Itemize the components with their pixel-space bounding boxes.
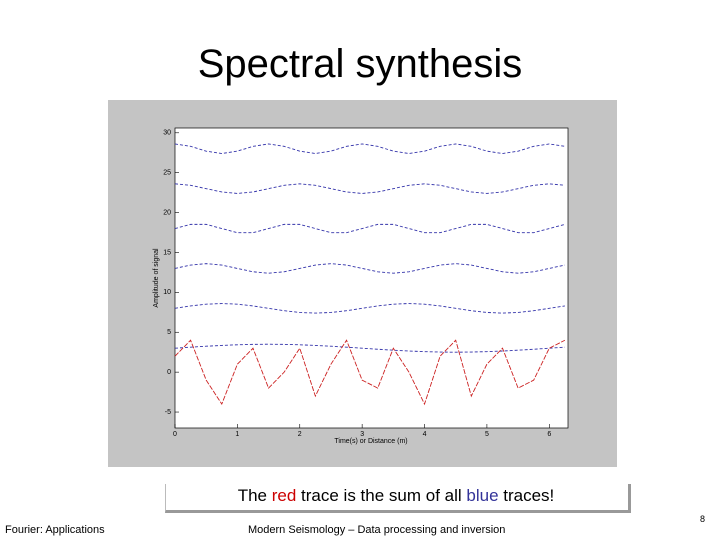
page-number: 8 bbox=[700, 514, 706, 524]
x-tick-label: 3 bbox=[360, 431, 364, 438]
footer-left: Fourier: Applications bbox=[5, 524, 105, 536]
x-tick-label: 5 bbox=[485, 431, 489, 438]
caption: The red trace is the sum of all blue tra… bbox=[165, 486, 627, 506]
x-tick-label: 6 bbox=[547, 431, 551, 438]
y-tick-label: 25 bbox=[163, 170, 171, 177]
caption-box bbox=[165, 484, 631, 513]
caption-part: trace is the sum of all bbox=[296, 486, 467, 505]
footer-center: Modern Seismology – Data processing and … bbox=[248, 524, 506, 536]
trace bbox=[174, 223, 565, 234]
x-axis-title: Time(s) or Distance (m) bbox=[334, 438, 407, 445]
y-tick-label: -5 bbox=[165, 409, 171, 416]
trace bbox=[174, 303, 565, 314]
y-tick-label: 5 bbox=[167, 329, 171, 336]
caption-part: traces! bbox=[498, 486, 555, 505]
y-tick-label: 30 bbox=[163, 130, 171, 137]
y-tick-label: 10 bbox=[163, 289, 171, 296]
trace bbox=[174, 143, 565, 154]
caption-part: blue bbox=[466, 486, 499, 505]
trace bbox=[174, 263, 565, 274]
plot-area bbox=[174, 127, 569, 429]
x-tick-label: 0 bbox=[173, 431, 177, 438]
x-tick-label: 1 bbox=[235, 431, 239, 438]
x-tick-label: 2 bbox=[298, 431, 302, 438]
slide-title: Spectral synthesis bbox=[197, 42, 523, 86]
y-tick-label: 20 bbox=[163, 209, 171, 216]
trace bbox=[174, 339, 566, 406]
y-axis-title: Amplitude of signal bbox=[153, 248, 160, 308]
chart: Time(s) or Distance (m) Amplitude of sig… bbox=[108, 100, 617, 467]
caption-part: The bbox=[237, 486, 272, 505]
caption-part: red bbox=[271, 486, 297, 505]
y-tick-label: 15 bbox=[163, 249, 171, 256]
x-tick-label: 4 bbox=[423, 431, 427, 438]
y-tick-label: 0 bbox=[167, 369, 171, 376]
trace bbox=[174, 183, 565, 194]
